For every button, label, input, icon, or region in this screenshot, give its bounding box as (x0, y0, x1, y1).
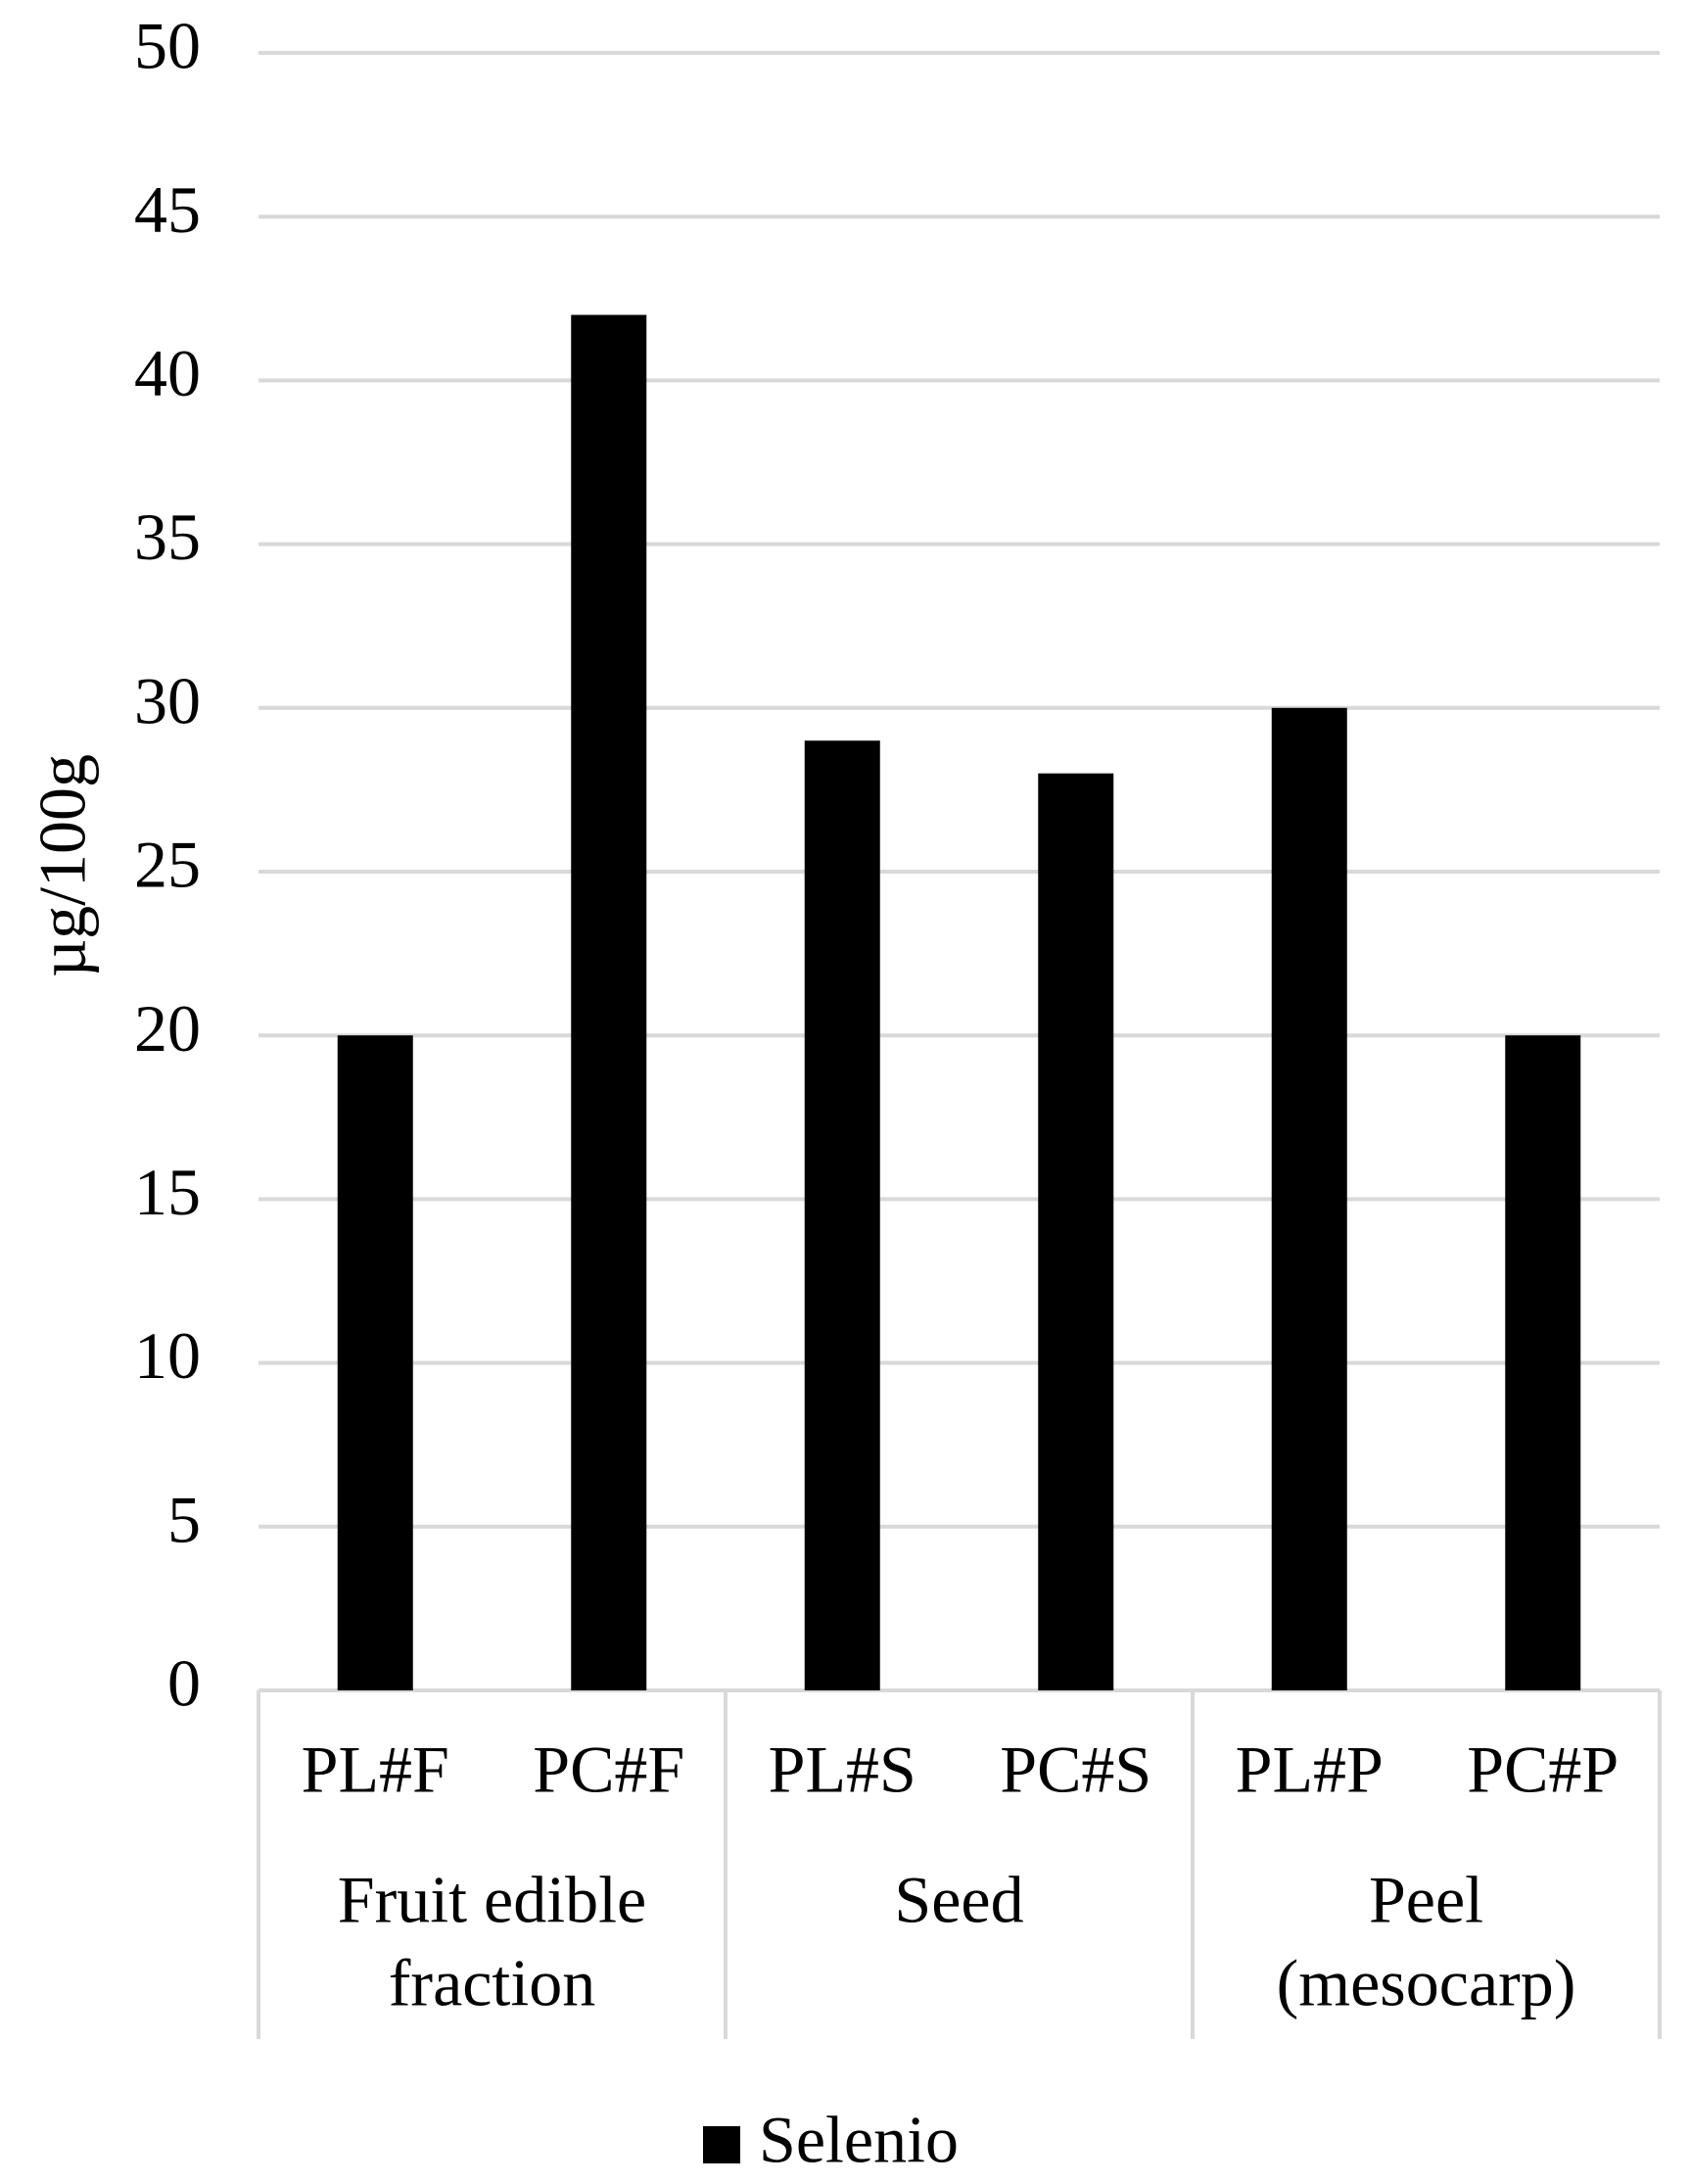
y-tick-label: 0 (167, 1646, 201, 1721)
legend-swatch (703, 2126, 740, 2163)
legend-label: Selenio (759, 2103, 959, 2177)
bar (1038, 773, 1114, 1690)
x-tick-label: PL#S (769, 1733, 916, 1807)
x-tick-label: PC#S (1000, 1733, 1151, 1807)
y-tick-label: 45 (134, 172, 201, 247)
bar (1505, 1035, 1581, 1690)
x-tick-label: PL#P (1236, 1733, 1384, 1807)
y-axis-label: µg/100g (25, 754, 100, 977)
y-tick-label: 25 (134, 828, 201, 902)
group-label: Peel (1369, 1863, 1483, 1937)
x-tick-label: PL#F (302, 1733, 449, 1807)
y-tick-label: 20 (134, 991, 201, 1066)
group-label: fraction (389, 1946, 595, 2020)
y-tick-label: 30 (134, 663, 201, 737)
bar (1271, 707, 1347, 1690)
y-tick-label: 10 (134, 1318, 201, 1393)
group-label: (mesocarp) (1277, 1946, 1576, 2020)
x-tick-label: PC#F (533, 1733, 684, 1807)
group-label: Seed (894, 1863, 1023, 1937)
bar (337, 1035, 413, 1690)
bar (804, 740, 880, 1690)
y-tick-label: 5 (167, 1482, 201, 1556)
bar (571, 314, 647, 1690)
y-tick-label: 50 (134, 9, 201, 83)
group-label: Fruit edible (338, 1863, 646, 1937)
y-tick-label: 40 (134, 336, 201, 410)
y-tick-label: 15 (134, 1155, 201, 1229)
y-tick-label: 35 (134, 499, 201, 574)
x-tick-label: PC#P (1467, 1733, 1619, 1807)
